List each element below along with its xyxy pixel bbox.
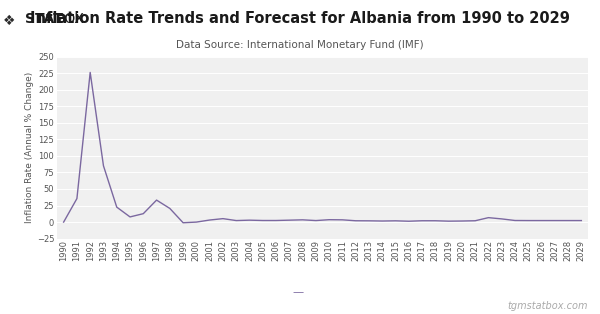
Text: Inflation Rate Trends and Forecast for Albania from 1990 to 2029: Inflation Rate Trends and Forecast for A… (30, 11, 570, 26)
Text: BOX: BOX (56, 12, 85, 26)
Text: Data Source: International Monetary Fund (IMF): Data Source: International Monetary Fund… (176, 40, 424, 50)
Text: —: — (293, 287, 307, 297)
Y-axis label: Inflation Rate (Annual % Change): Inflation Rate (Annual % Change) (25, 72, 34, 223)
Text: tgmstatbox.com: tgmstatbox.com (508, 301, 588, 311)
Text: STAT: STAT (25, 12, 63, 26)
Text: ❖: ❖ (3, 14, 16, 28)
